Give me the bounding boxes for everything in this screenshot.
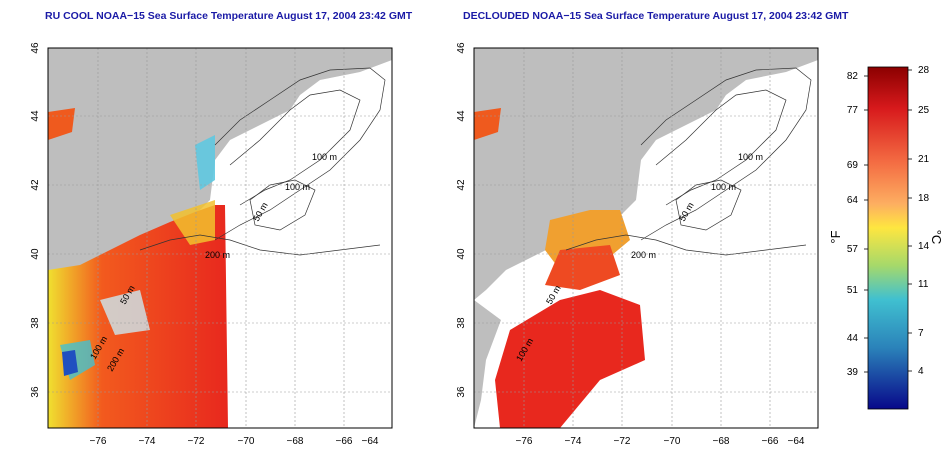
contour-label: 50 m: [251, 201, 270, 223]
contour-label: 50 m: [118, 284, 137, 306]
y-tick: 44: [456, 110, 467, 122]
x-tick: −74: [565, 436, 582, 447]
y-tick: 46: [30, 42, 41, 54]
y-tick: 38: [456, 317, 467, 329]
contour-label: 100 m: [285, 182, 310, 192]
y-tick: 36: [456, 386, 467, 398]
temperature-colorbar: 82 77 69 64 57 51 44 39 28 25 21 18 14 1…: [828, 65, 944, 410]
contour-label: 100 m: [88, 334, 109, 361]
x-tick: −76: [90, 436, 107, 447]
f-tick: 44: [847, 333, 859, 344]
x-tick: −74: [139, 436, 156, 447]
y-tick: 40: [30, 248, 41, 260]
y-tick: 42: [30, 179, 41, 191]
colorbar-gradient: [867, 66, 909, 410]
f-tick: 57: [847, 244, 859, 255]
f-tick: 51: [847, 285, 859, 296]
c-tick: 14: [918, 241, 930, 252]
x-tick: −72: [614, 436, 631, 447]
c-tick: 18: [918, 193, 930, 204]
f-tick: 77: [847, 105, 859, 116]
celsius-label: °C: [929, 230, 944, 245]
x-tick: −68: [713, 436, 730, 447]
fahrenheit-label: °F: [828, 230, 843, 243]
x-tick: −72: [188, 436, 205, 447]
x-tick: −76: [516, 436, 533, 447]
c-tick: 11: [918, 279, 929, 290]
y-tick: 38: [30, 317, 41, 329]
f-tick: 64: [847, 195, 859, 206]
f-tick: 39: [847, 367, 859, 378]
x-tick: −64: [362, 436, 379, 447]
x-tick: −68: [287, 436, 304, 447]
y-tick: 42: [456, 179, 467, 191]
contour-label: 50 m: [677, 201, 696, 223]
contour-label: 100 m: [738, 152, 763, 162]
contour-label: 100 m: [312, 152, 337, 162]
x-tick: −70: [664, 436, 681, 447]
f-tick: 82: [847, 71, 859, 82]
contour-label: 100 m: [711, 182, 736, 192]
x-tick: −66: [762, 436, 779, 447]
x-tick: −66: [336, 436, 353, 447]
c-tick: 28: [918, 65, 930, 76]
left-map-title: RU COOL NOAA−15 Sea Surface Temperature …: [45, 10, 413, 22]
x-tick: −64: [788, 436, 805, 447]
right-map-title: DECLOUDED NOAA−15 Sea Surface Temperatur…: [463, 10, 849, 22]
contour-label: 200 m: [631, 250, 656, 260]
y-tick: 46: [456, 42, 467, 54]
f-tick: 69: [847, 160, 859, 171]
c-tick: 25: [918, 105, 930, 116]
c-tick: 7: [918, 328, 924, 339]
x-tick: −70: [238, 436, 255, 447]
contour-label: 100 m: [514, 336, 535, 363]
c-tick: 4: [918, 366, 924, 377]
contour-label: 200 m: [105, 346, 126, 373]
contour-label: 200 m: [205, 250, 230, 260]
contour-label: 50 m: [544, 284, 563, 306]
y-tick: 40: [456, 248, 467, 260]
c-tick: 21: [918, 154, 930, 165]
y-tick: 36: [30, 386, 41, 398]
y-tick: 44: [30, 110, 41, 122]
